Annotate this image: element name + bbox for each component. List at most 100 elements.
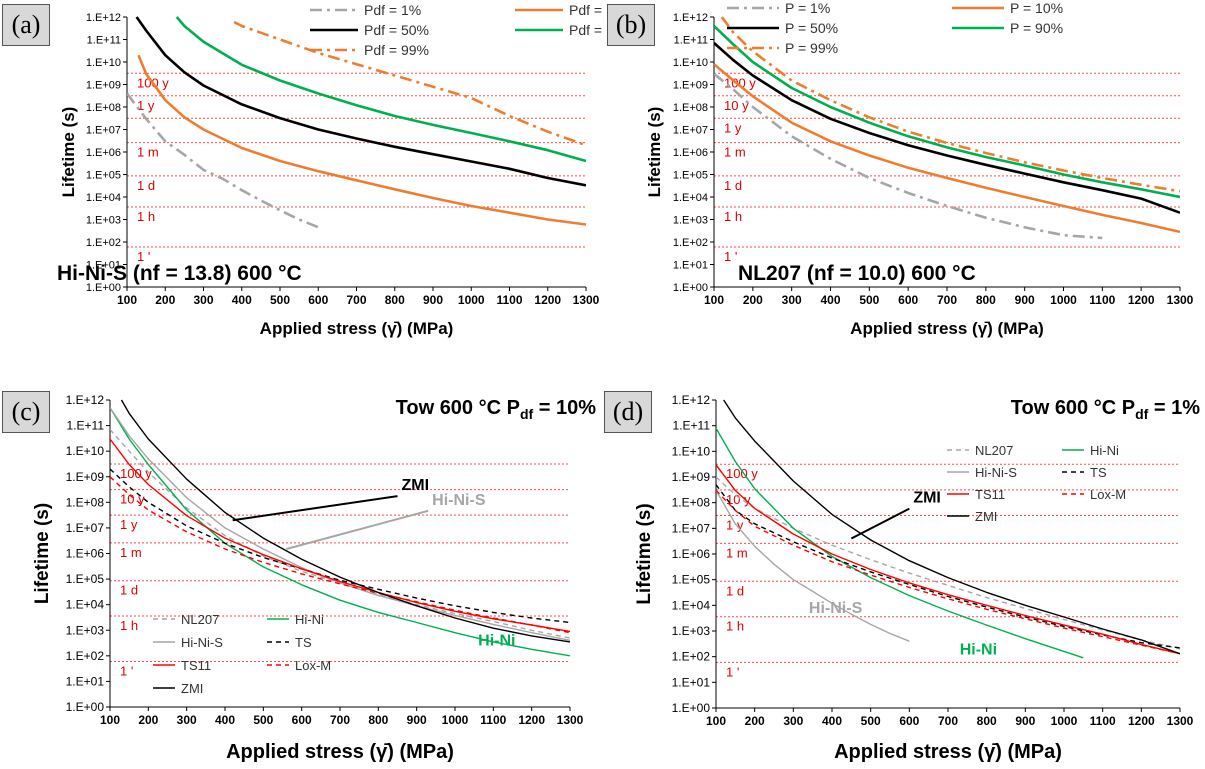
y-tick-label: 1.E+02 <box>672 650 711 664</box>
series-group <box>110 399 570 657</box>
legend-label: NL207 <box>181 612 219 627</box>
reference-line-label: 1 y <box>724 120 742 135</box>
x-tick-label: 1000 <box>442 713 469 727</box>
y-tick-label: 1.E+01 <box>672 675 711 689</box>
y-tick-label: 1.E+09 <box>86 80 121 92</box>
series-line-pdf-1- <box>127 92 319 229</box>
x-tick-label: 800 <box>368 713 388 727</box>
y-tick-label: 1.E+06 <box>86 147 121 159</box>
x-axis-label: Applied stress (γ̄) (MPa) <box>226 741 454 763</box>
x-tick-label: 700 <box>346 293 366 307</box>
series-line-ts11 <box>716 464 1180 655</box>
y-tick-label: 1.E+08 <box>672 496 711 510</box>
y-tick-label: 1.E+00 <box>673 282 708 294</box>
y-tick-label: 1.E+06 <box>66 547 105 561</box>
x-axis-label: Applied stress (γ̄) (MPa) <box>850 319 1044 338</box>
x-tick-label: 1200 <box>534 293 561 307</box>
y-tick-label: 1.E+04 <box>673 192 708 204</box>
chart-title: NL207 (nf = 10.0) 600 °C <box>738 262 976 285</box>
x-tick-label: 600 <box>292 713 312 727</box>
reference-line-label: 1 m <box>724 145 746 160</box>
y-tick-label: 1.E+10 <box>66 444 105 458</box>
y-tick-label: 1.E+12 <box>86 12 121 24</box>
chart-title-tail: = 10% <box>533 397 596 419</box>
series-line-pdf-90- <box>175 16 586 163</box>
reference-line-label: 100 y <box>120 466 152 481</box>
x-tick-label: 900 <box>1015 293 1035 307</box>
reference-line-label: 10 y <box>120 492 145 507</box>
y-tick-label: 1.E+02 <box>86 237 121 249</box>
x-tick-label: 800 <box>976 293 996 307</box>
y-tick-label: 1.E+05 <box>66 572 105 586</box>
y-tick-label: 1.E+03 <box>672 624 711 638</box>
series-line-hi-ni <box>110 407 570 657</box>
x-tick-label: 500 <box>270 293 290 307</box>
y-tick-label: 1.E+02 <box>673 237 708 249</box>
annotation-label: ZMI <box>913 490 941 507</box>
y-tick-label: 1.E+09 <box>673 80 708 92</box>
legend-label: ZMI <box>181 681 203 696</box>
y-tick-label: 1.E+03 <box>86 215 121 227</box>
reference-line-label: 1 m <box>726 545 748 560</box>
y-tick-label: 1.E+12 <box>673 12 708 24</box>
legend-label: Hi-Ni <box>295 612 324 627</box>
y-tick-label: 1.E+11 <box>87 35 121 47</box>
series-group <box>716 399 1180 659</box>
chart-panel-b: 100 y10 y1 y1 m1 d1 h1 '1.E+001.E+011.E+… <box>645 0 1194 338</box>
x-tick-label: 300 <box>782 293 802 307</box>
annotation-label: Hi-Ni-S <box>432 492 486 509</box>
annotation-leader <box>232 495 398 522</box>
x-tick-label: 400 <box>215 713 235 727</box>
legend-label: Hi-Ni <box>1090 443 1119 458</box>
y-tick-label: 1.E+10 <box>86 57 121 69</box>
reference-line-label: 1 d <box>120 583 138 598</box>
x-axis-label: Applied stress (γ̄) (MPa) <box>260 319 454 338</box>
series-line-pdf-10- <box>137 54 586 226</box>
reference-line-label: 1 h <box>724 209 742 224</box>
y-tick-label: 1.E+00 <box>86 282 121 294</box>
legend-label: Pdf = 90% <box>569 22 602 38</box>
y-tick-label: 1.E+05 <box>672 573 711 587</box>
x-tick-label: 1100 <box>1090 714 1116 728</box>
legend-label: P = 10% <box>1010 0 1063 16</box>
x-tick-label: 1300 <box>1167 293 1194 307</box>
reference-line-label: 1 y <box>120 517 138 532</box>
x-tick-label: 200 <box>745 714 765 728</box>
reference-line-label: 1 ' <box>137 249 150 264</box>
y-tick-label: 1.E+07 <box>673 125 708 137</box>
series-line-zmi <box>120 399 570 643</box>
series-line-p-10- <box>714 63 1180 234</box>
y-tick-label: 1.E+04 <box>86 192 121 204</box>
y-tick-label: 1.E+05 <box>673 170 708 182</box>
series-line-hi-ni-s <box>716 490 910 642</box>
series-line-pdf-50- <box>135 16 586 187</box>
x-tick-label: 500 <box>859 293 879 307</box>
x-tick-label: 300 <box>177 713 197 727</box>
chart-title-text: Hi-Ni-S (nf = 13.8) 600 °C <box>57 262 302 285</box>
reference-line-label: 1 h <box>726 619 744 634</box>
y-tick-label: 1.E+09 <box>672 470 711 484</box>
x-tick-label: 300 <box>193 293 213 307</box>
legend-label: Lox-M <box>295 658 331 673</box>
x-tick-label: 1100 <box>480 713 506 727</box>
y-tick-label: 1.E+11 <box>67 419 105 433</box>
y-tick-label: 1.E+12 <box>672 393 711 407</box>
y-tick-label: 1.E+00 <box>672 701 711 715</box>
series-line-hi-ni <box>716 427 1084 659</box>
x-tick-label: 1300 <box>1167 714 1194 728</box>
reference-line-label: 1 ' <box>120 664 133 679</box>
reference-line-label: 100 y <box>726 466 758 481</box>
reference-line-label: 1 ' <box>726 664 739 679</box>
x-tick-label: 1000 <box>458 293 485 307</box>
chart-title: Hi-Ni-S (nf = 13.8) 600 °C <box>57 262 302 285</box>
chart-panel-d: 100 y10 y1 y1 m1 d1 h1 '1.E+001.E+011.E+… <box>634 393 1200 763</box>
y-tick-label: 1.E+01 <box>66 674 105 688</box>
y-axis-label: Lifetime (s) <box>645 107 664 198</box>
x-tick-label: 700 <box>330 713 350 727</box>
legend-label: P = 99% <box>785 40 838 56</box>
y-tick-label: 1.E+02 <box>66 649 105 663</box>
legend-label: ZMI <box>975 509 997 524</box>
x-tick-label: 1000 <box>1050 293 1077 307</box>
x-tick-label: 500 <box>253 713 273 727</box>
